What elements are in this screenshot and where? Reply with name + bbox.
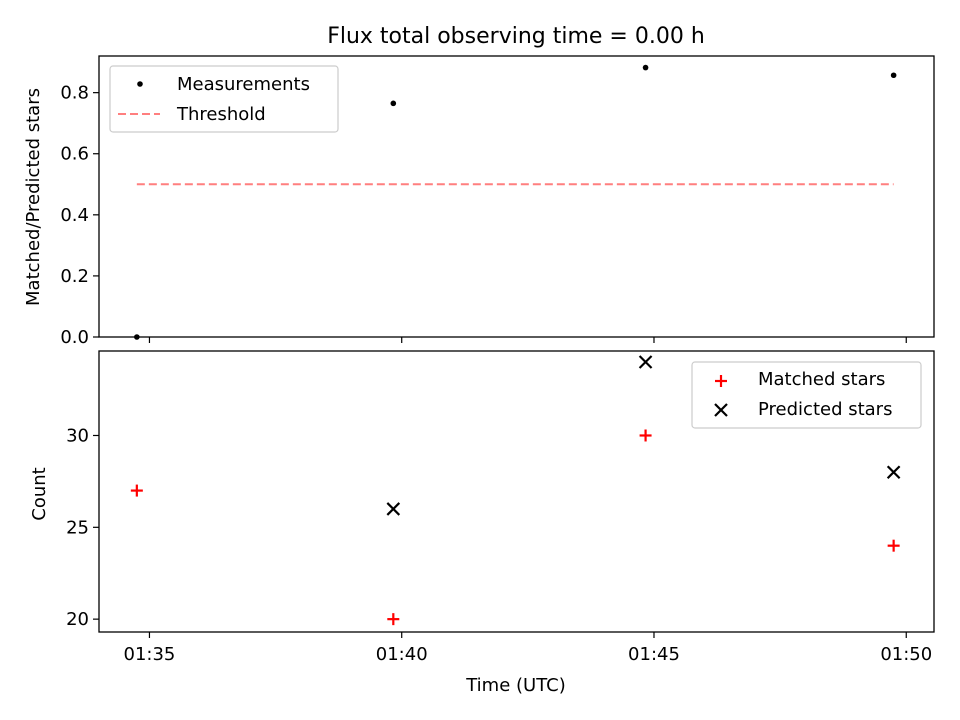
x-axis-label: Time (UTC) bbox=[465, 675, 566, 696]
bottom-legend-box bbox=[691, 361, 922, 429]
legend-marker-measurements bbox=[137, 81, 143, 87]
bottom-plot-marks bbox=[130, 355, 901, 626]
matched-star-point bbox=[130, 484, 143, 497]
predicted-star-point bbox=[886, 465, 901, 479]
y-tick-label: 0.2 bbox=[60, 266, 89, 287]
measurement-point bbox=[390, 100, 397, 107]
y-tick-label: 25 bbox=[66, 517, 89, 538]
bottom-x-ticks: 01:35 01:40 01:45 01:50 bbox=[124, 632, 932, 665]
predicted-star-stroke bbox=[386, 502, 401, 516]
top-x-ticks bbox=[148, 337, 907, 343]
bottom-y-axis-label: Count bbox=[29, 467, 50, 520]
matched-star-point bbox=[639, 429, 652, 442]
legend-label-matched: Matched stars bbox=[758, 369, 885, 390]
y-tick-label: 0.8 bbox=[60, 83, 89, 104]
legend-label-predicted: Predicted stars bbox=[758, 399, 892, 420]
top-y-ticks: 0.0 0.2 0.4 0.6 0.8 bbox=[60, 83, 99, 348]
predicted-star-stroke bbox=[638, 355, 653, 369]
y-tick-label: 0.6 bbox=[60, 144, 89, 165]
predicted-star-point bbox=[386, 502, 401, 516]
measurement-point bbox=[642, 64, 649, 71]
x-tick-label: 01:50 bbox=[880, 644, 932, 665]
legend-label-measurements: Measurements bbox=[177, 74, 310, 95]
legend-marker-matched bbox=[715, 375, 727, 387]
x-tick-label: 01:45 bbox=[628, 644, 680, 665]
top-panel: 0.0 0.2 0.4 0.6 0.8 Measurements Threshold M… bbox=[23, 55, 935, 348]
y-tick-label: 0.4 bbox=[60, 205, 89, 226]
matched-star-point bbox=[887, 539, 900, 552]
predicted-star-stroke bbox=[886, 465, 901, 479]
predicted-star-point bbox=[638, 355, 653, 369]
y-tick-label: 20 bbox=[66, 609, 89, 630]
bottom-axes-frame bbox=[98, 350, 935, 633]
bottom-y-ticks: 20 25 30 bbox=[66, 425, 99, 630]
legend-label-threshold: Threshold bbox=[176, 104, 266, 125]
x-tick-label: 01:35 bbox=[124, 644, 176, 665]
top-legend-box bbox=[109, 65, 339, 133]
bottom-legend: Matched stars Predicted stars bbox=[691, 361, 922, 429]
matched-star-point bbox=[387, 613, 400, 626]
y-tick-label: 30 bbox=[66, 425, 89, 446]
y-tick-label: 0.0 bbox=[60, 327, 89, 348]
bottom-panel: 20 25 30 01:35 01:40 01:45 01:50 Matched star… bbox=[29, 350, 935, 696]
legend-marker-predicted bbox=[714, 403, 728, 417]
x-tick-label: 01:40 bbox=[376, 644, 428, 665]
chart-title: Flux total observing time = 0.00 h bbox=[327, 24, 705, 49]
measurement-point bbox=[890, 72, 897, 79]
top-axes-frame bbox=[98, 55, 935, 338]
top-legend: Measurements Threshold bbox=[109, 65, 339, 133]
top-y-axis-label: Matched/Predicted stars bbox=[23, 88, 44, 306]
